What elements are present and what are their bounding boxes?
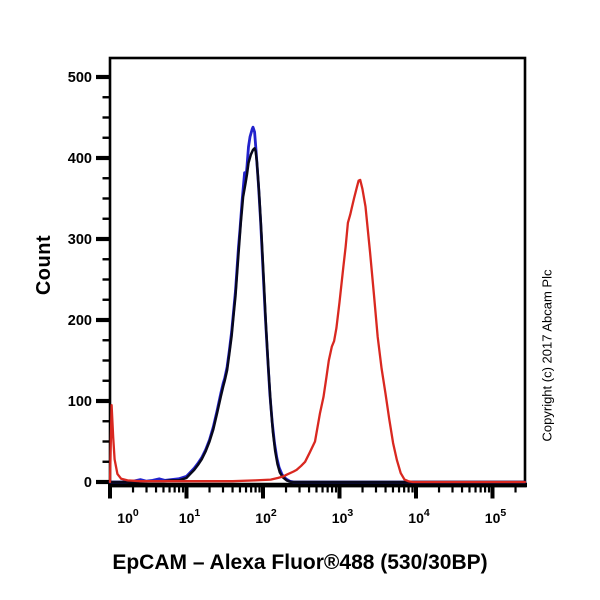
x-axis: 100 101 102 103 104 105	[108, 487, 517, 526]
y-axis: 0 100 200 300 400 500	[68, 70, 109, 491]
copyright-text: Copyright (c) 2017 Abcam Plc	[539, 269, 555, 442]
red-histogram	[108, 178, 527, 484]
y-tick-label: 0	[84, 475, 92, 491]
x-tick-label: 105	[485, 507, 507, 526]
y-tick-label: 100	[68, 394, 92, 410]
x-tick-label: 102	[255, 507, 277, 526]
y-tick-label: 200	[68, 313, 92, 329]
x-tick-label: 101	[179, 507, 201, 526]
x-tick-label: 104	[408, 507, 430, 526]
y-tick-label: 500	[68, 70, 92, 86]
x-tick-label: 103	[332, 507, 354, 526]
y-tick-label: 400	[68, 151, 92, 167]
black-histogram	[108, 147, 527, 484]
y-axis-title: Count	[33, 234, 55, 296]
chart-title: EpCAM – Alexa Fluor®488 (530/30BP)	[112, 551, 488, 574]
plot-frame	[108, 56, 527, 488]
x-tick-label: 100	[117, 507, 139, 526]
y-tick-label: 300	[68, 232, 92, 248]
